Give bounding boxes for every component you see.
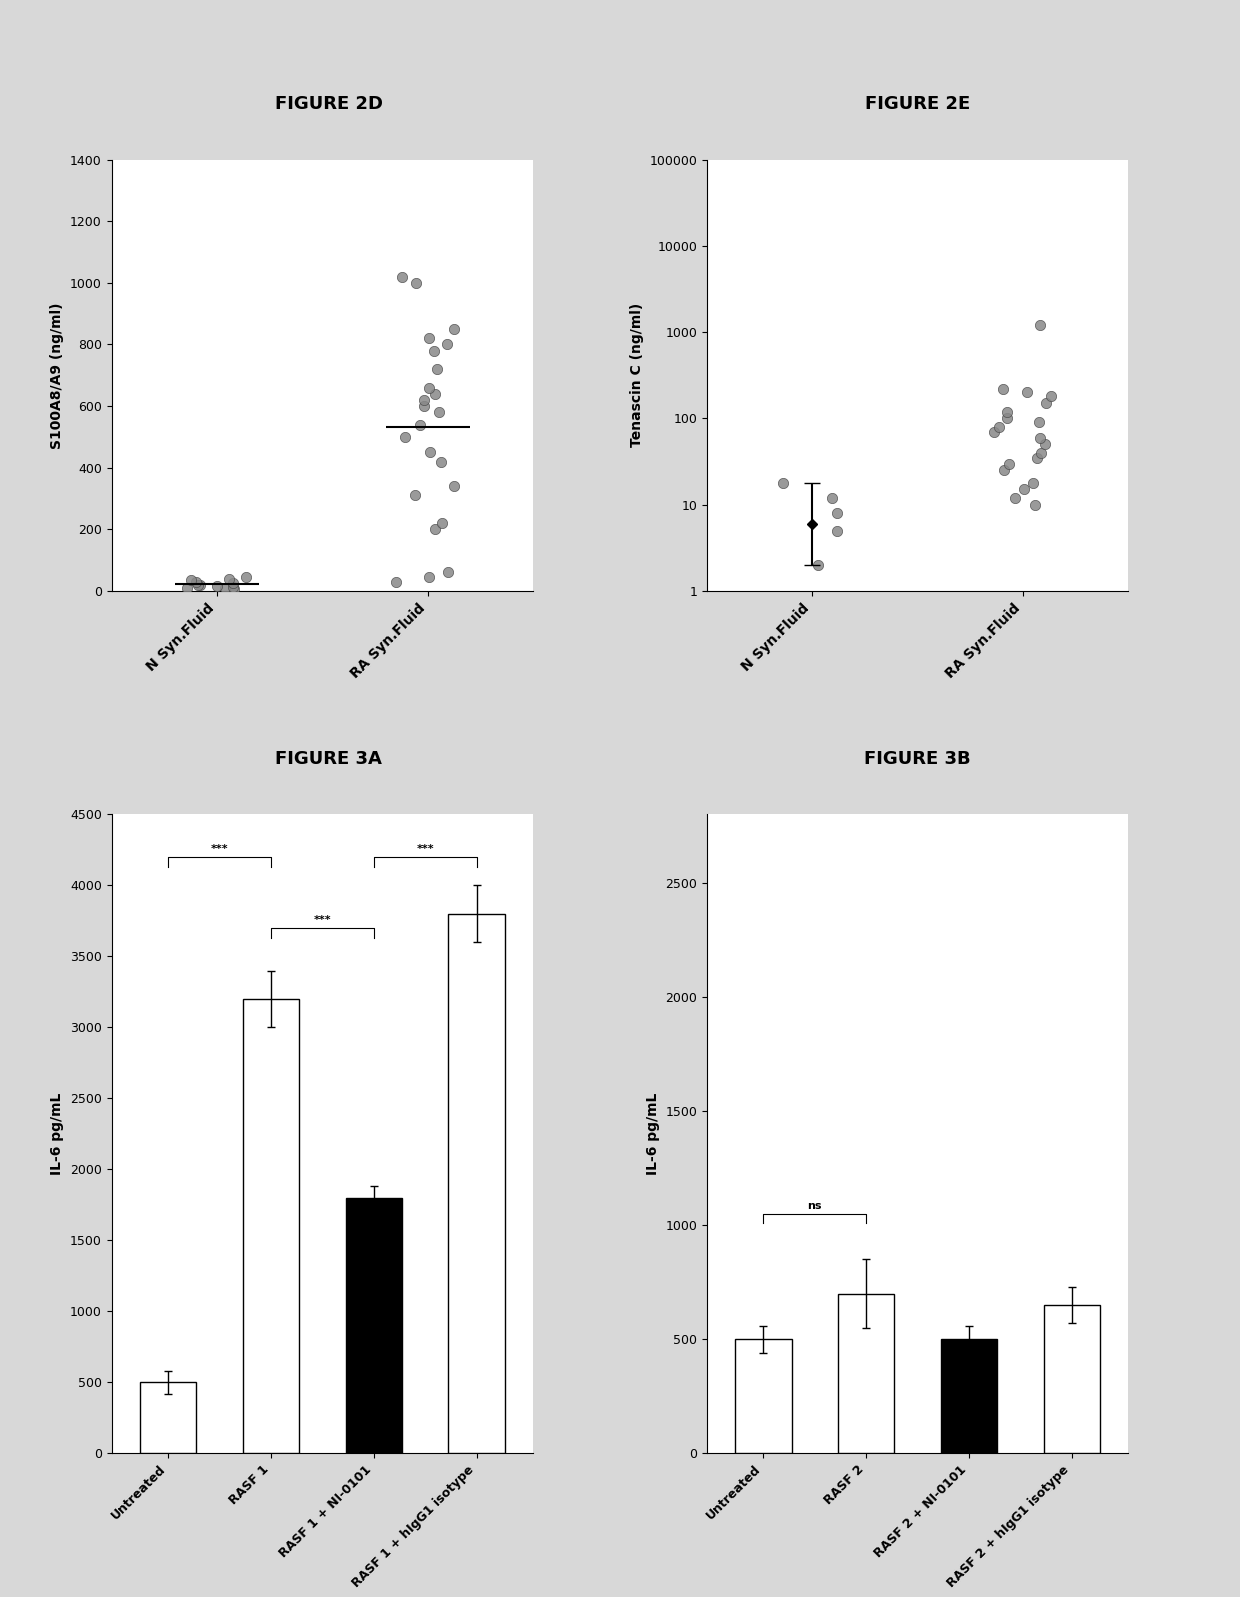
Point xyxy=(997,399,1017,425)
Bar xyxy=(838,1294,894,1453)
Point xyxy=(419,375,439,401)
Y-axis label: S100A8/A9 (ng/ml): S100A8/A9 (ng/ml) xyxy=(51,302,64,449)
Point xyxy=(181,567,201,592)
Point xyxy=(1014,476,1034,501)
Point xyxy=(827,517,847,543)
Point xyxy=(1030,425,1050,450)
Point xyxy=(425,516,445,541)
Y-axis label: Tenascin C (ng/ml): Tenascin C (ng/ml) xyxy=(630,303,644,447)
Bar xyxy=(1044,1305,1100,1453)
Point xyxy=(438,559,458,585)
Y-axis label: IL-6 pg/mL: IL-6 pg/mL xyxy=(646,1092,660,1175)
Point xyxy=(822,485,842,511)
Text: ***: *** xyxy=(211,845,228,854)
Point xyxy=(998,450,1018,476)
Point xyxy=(396,425,415,450)
Point xyxy=(236,564,255,589)
Text: ***: *** xyxy=(417,845,434,854)
Point xyxy=(425,382,445,407)
Text: FIGURE 2E: FIGURE 2E xyxy=(866,94,970,113)
Point xyxy=(414,393,434,418)
Point xyxy=(1035,390,1055,415)
Point xyxy=(1042,383,1061,409)
Point xyxy=(827,500,847,525)
Point xyxy=(392,264,412,289)
Point xyxy=(993,377,1013,402)
Point xyxy=(444,473,464,498)
Point xyxy=(988,414,1008,439)
Point xyxy=(177,575,197,600)
Point xyxy=(186,569,206,594)
Point xyxy=(207,573,227,599)
Point xyxy=(1027,446,1047,471)
Point xyxy=(404,482,424,508)
Point xyxy=(428,356,448,382)
Point xyxy=(407,270,427,295)
Text: FIGURE 2D: FIGURE 2D xyxy=(274,94,383,113)
Point xyxy=(1029,409,1049,434)
Point xyxy=(224,577,244,602)
Point xyxy=(190,573,210,599)
Point xyxy=(1030,439,1050,465)
Text: ns: ns xyxy=(807,1201,822,1211)
Point xyxy=(1023,470,1043,495)
Point xyxy=(444,316,464,342)
Y-axis label: IL-6 pg/mL: IL-6 pg/mL xyxy=(51,1092,64,1175)
Point xyxy=(993,458,1013,484)
Point xyxy=(1006,485,1025,511)
Point xyxy=(216,575,236,600)
Point xyxy=(1017,380,1037,406)
Point xyxy=(420,439,440,465)
Point xyxy=(387,569,407,594)
Point xyxy=(429,399,449,425)
Point xyxy=(419,564,439,589)
Point xyxy=(188,572,208,597)
Point xyxy=(1025,492,1045,517)
Point xyxy=(983,418,1003,444)
Bar xyxy=(941,1340,997,1453)
Point xyxy=(424,339,444,364)
Bar xyxy=(735,1340,791,1453)
Text: FIGURE 3A: FIGURE 3A xyxy=(275,749,382,768)
Point xyxy=(438,332,458,358)
Point xyxy=(414,386,434,412)
Bar xyxy=(140,1383,196,1453)
Point xyxy=(1035,431,1055,457)
Point xyxy=(773,470,792,495)
Text: FIGURE 3B: FIGURE 3B xyxy=(864,749,971,768)
Point xyxy=(419,326,439,351)
Text: ***: *** xyxy=(314,915,331,925)
Point xyxy=(218,565,238,591)
Point xyxy=(432,449,451,474)
Point xyxy=(997,406,1017,431)
Point xyxy=(410,412,430,438)
Point xyxy=(223,570,243,596)
Bar xyxy=(346,1198,402,1453)
Point xyxy=(807,553,827,578)
Point xyxy=(223,575,243,600)
Bar xyxy=(449,913,505,1453)
Point xyxy=(1030,313,1050,339)
Bar xyxy=(243,1000,299,1453)
Point xyxy=(432,511,451,537)
